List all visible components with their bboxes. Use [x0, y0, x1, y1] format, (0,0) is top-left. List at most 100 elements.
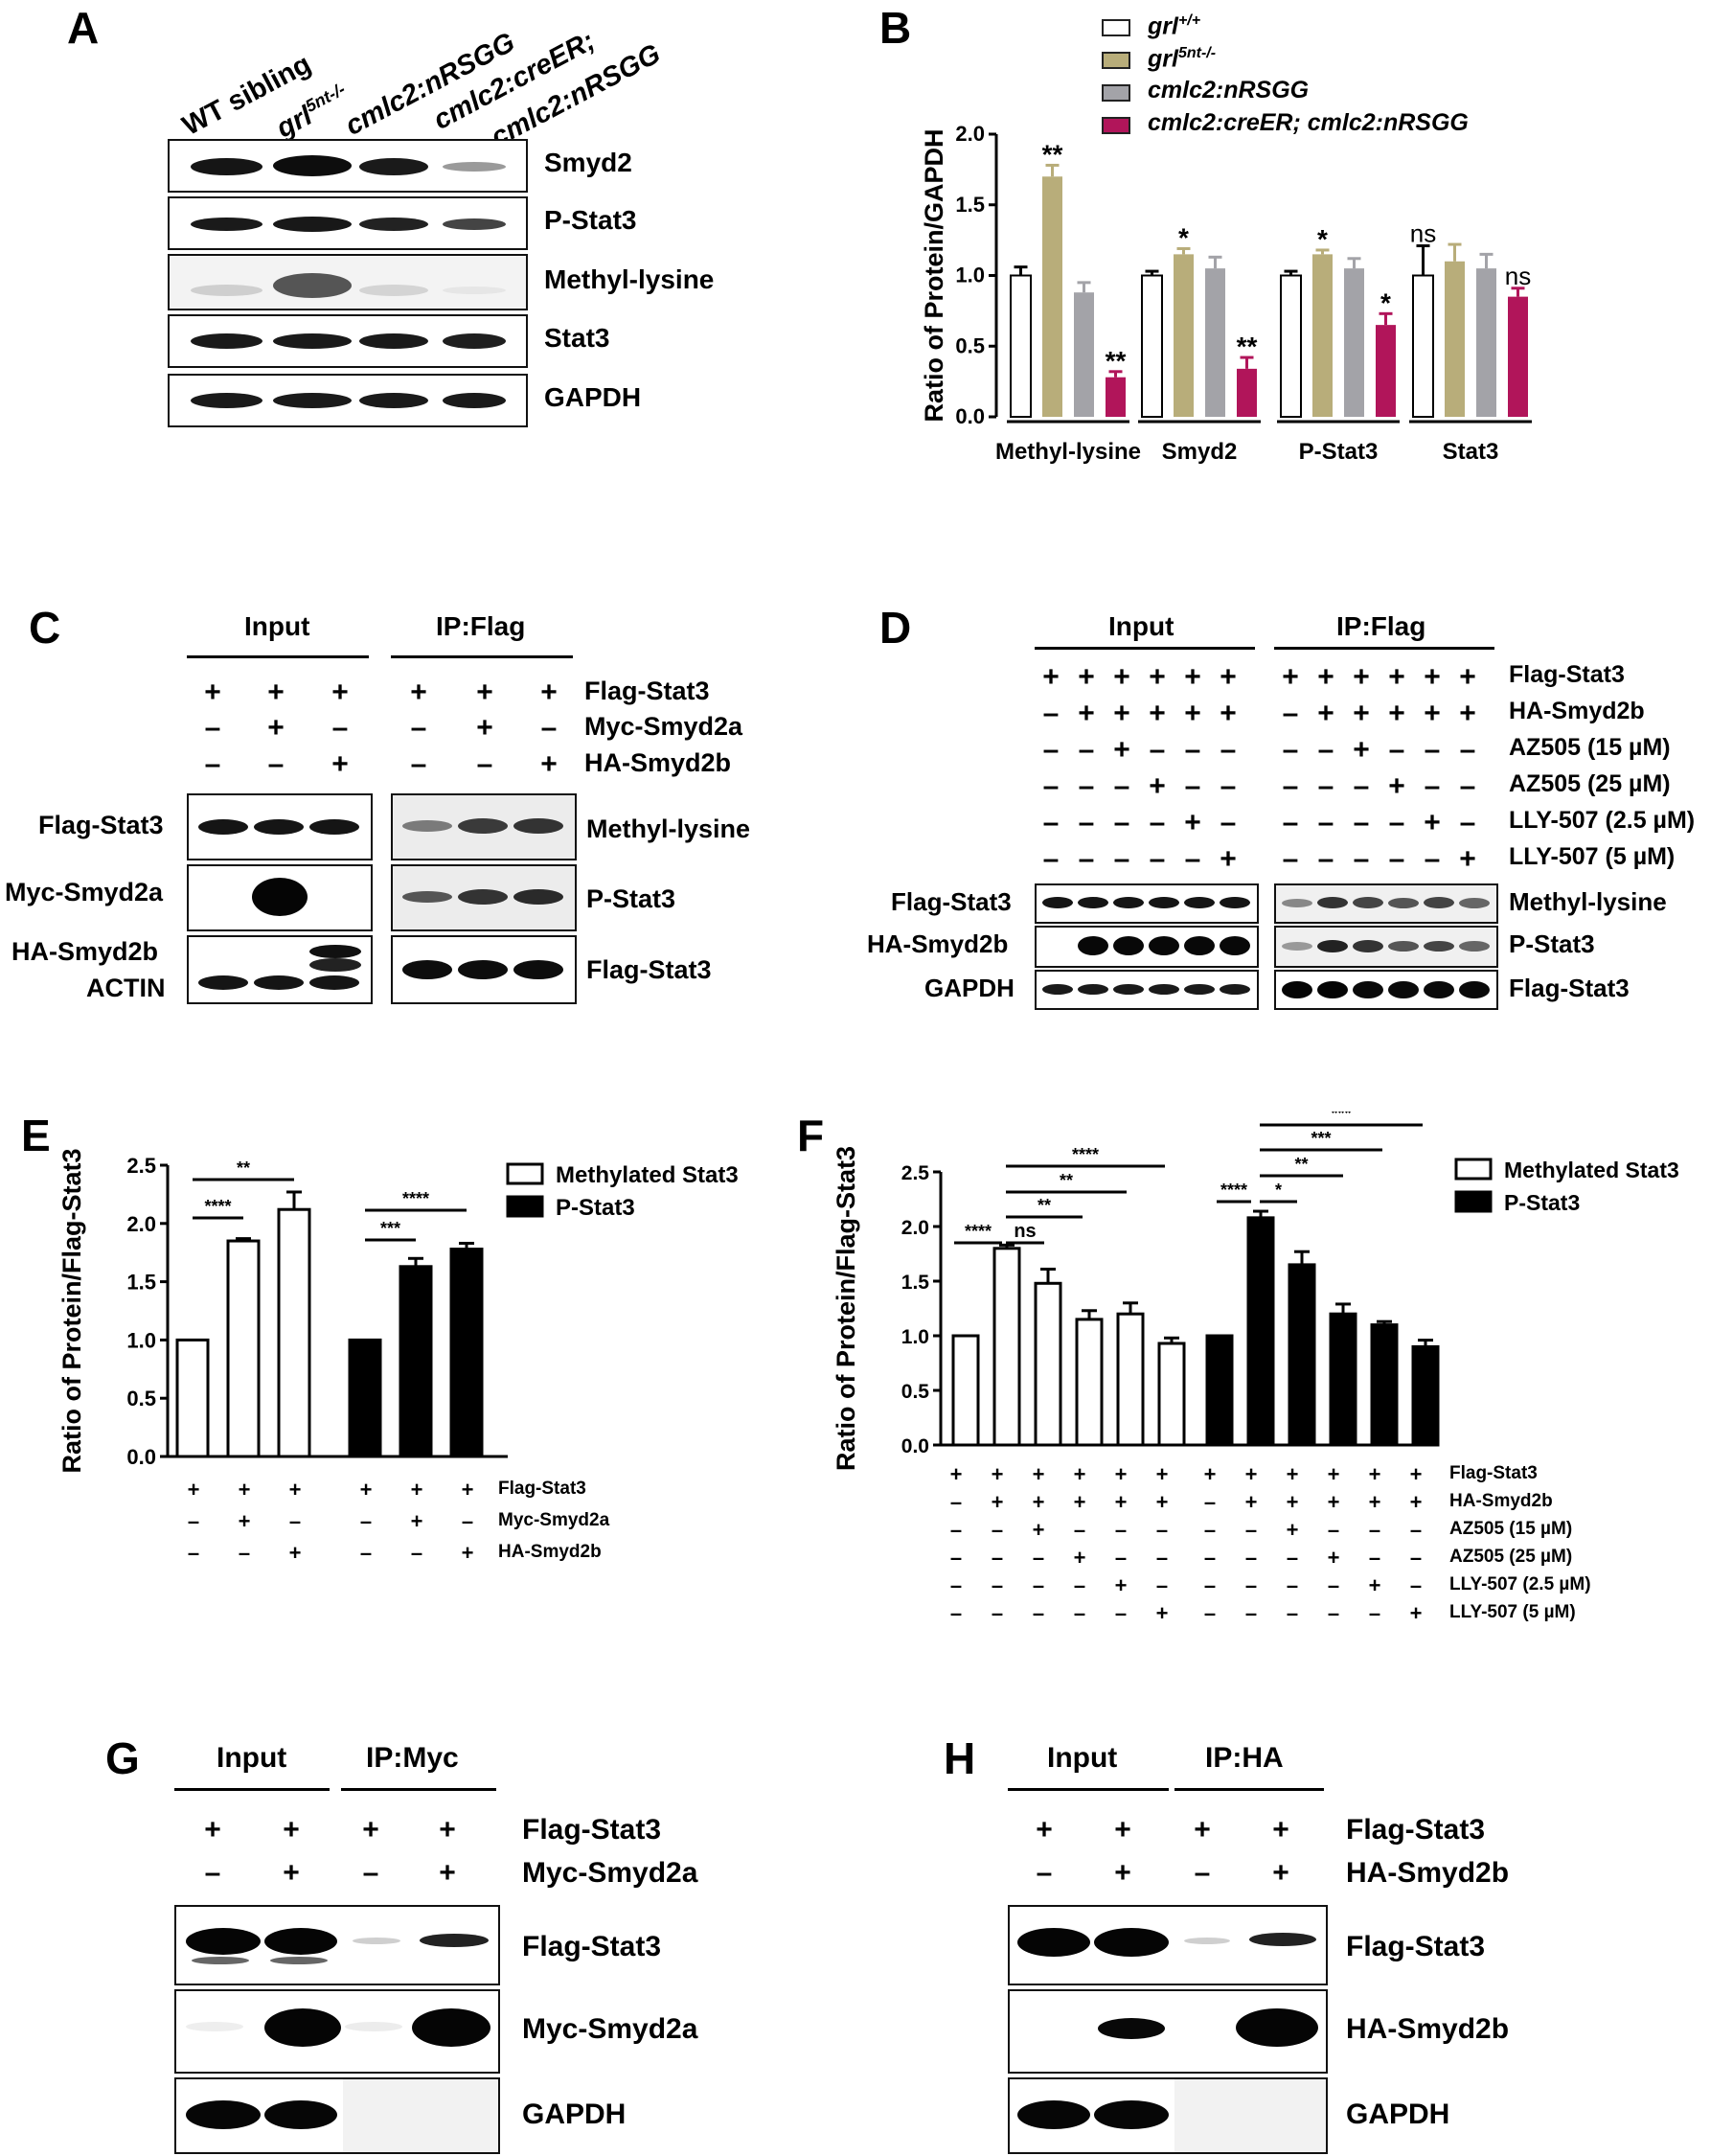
header-ip: IP:HA: [1205, 1742, 1284, 1774]
significance-label: ***: [1311, 1129, 1331, 1148]
sign-mark: –: [1327, 1601, 1340, 1625]
sign-mark: –: [1155, 1573, 1169, 1597]
sign-mark: –: [949, 1601, 963, 1625]
bar: [1157, 1342, 1186, 1447]
bar: [1205, 268, 1225, 417]
sign-mark: –: [1073, 1518, 1086, 1542]
bar: [348, 1338, 382, 1458]
sign-mark: –: [238, 1541, 251, 1565]
panel-label-g: G: [105, 1733, 140, 1783]
condition-label: HA-Smyd2b: [1346, 1857, 1510, 1889]
legend-swatch: [1454, 1190, 1493, 1213]
blot-image: [1008, 1905, 1328, 1985]
y-tick-label: 1.5: [901, 1272, 930, 1294]
panel-label-e: E: [21, 1111, 51, 1160]
blot-label: GAPDH: [924, 974, 1015, 1002]
sign-mark: –: [1114, 1518, 1128, 1542]
sign-mark: +: [1388, 770, 1405, 802]
sign-mark: +: [1353, 661, 1370, 693]
sign-mark: +: [1388, 698, 1405, 729]
sign-mark: +: [540, 748, 558, 780]
blot-label: Methyl-lysine: [544, 264, 715, 294]
sign-mark: –: [1042, 734, 1060, 766]
sign-mark: +: [1286, 1518, 1299, 1542]
sign-mark: +: [1272, 1814, 1289, 1846]
sign-mark: –: [1042, 807, 1060, 838]
sign-mark: –: [1368, 1546, 1381, 1570]
sign-mark: +: [1036, 1814, 1053, 1846]
blot-image: [391, 864, 577, 931]
sign-mark: –: [1244, 1573, 1258, 1597]
sign-mark: –: [1327, 1573, 1340, 1597]
sign-mark: –: [1078, 734, 1095, 766]
sign-mark: –: [461, 1509, 474, 1533]
y-tick-label: 0.5: [126, 1387, 156, 1411]
sign-mark: –: [1220, 734, 1237, 766]
sign-mark: +: [1317, 661, 1334, 693]
bar: [992, 1247, 1021, 1447]
bar: [1116, 1312, 1145, 1447]
blot-label: Flag-Stat3: [38, 811, 164, 839]
sign-mark: –: [1078, 807, 1095, 838]
sign-mark: +: [439, 1814, 456, 1846]
bar: [951, 1334, 980, 1447]
header-line: [1008, 1788, 1169, 1791]
sign-mark: –: [1282, 770, 1299, 802]
sign-mark: +: [288, 1541, 302, 1565]
sign-mark: +: [1194, 1814, 1211, 1846]
sign-mark: +: [1220, 698, 1237, 729]
bar: [1312, 254, 1333, 417]
sign-mark: +: [1114, 1490, 1128, 1514]
sign-mark: –: [1282, 734, 1299, 766]
sign-mark: –: [949, 1518, 963, 1542]
sign-mark: +: [204, 677, 221, 708]
sign-mark: +: [362, 1814, 379, 1846]
condition-label: HA-Smyd2b: [1449, 1491, 1553, 1511]
y-tick-label: 1.0: [126, 1328, 156, 1352]
sign-mark: –: [1459, 734, 1476, 766]
sign-mark: +: [1155, 1462, 1169, 1486]
sign-mark: +: [1042, 661, 1060, 693]
sign-mark: –: [949, 1573, 963, 1597]
sign-mark: –: [1042, 770, 1060, 802]
panel-label-b: B: [879, 3, 912, 53]
sign-mark: +: [1244, 1490, 1258, 1514]
y-tick-label: 0.5: [955, 333, 985, 357]
y-tick-label: 1.5: [126, 1271, 156, 1295]
blot-label: Flag-Stat3: [1346, 1931, 1486, 1962]
sign-mark: –: [1388, 734, 1405, 766]
sign-mark: +: [238, 1509, 251, 1533]
sign-mark: –: [187, 1509, 200, 1533]
sign-mark: –: [1282, 698, 1299, 729]
x-tick-label: Smyd2: [1162, 439, 1238, 465]
blot-label: Myc-Smyd2a: [5, 878, 164, 906]
sign-mark: +: [1149, 698, 1166, 729]
blot-image: [1035, 926, 1259, 968]
bar: [277, 1207, 311, 1458]
significance-label: ****: [1220, 1181, 1247, 1200]
sign-mark: –: [1286, 1546, 1299, 1570]
sign-mark: –: [1317, 843, 1334, 875]
sign-mark: –: [187, 1541, 200, 1565]
legend-swatch: [1102, 19, 1130, 36]
significance-label: **: [1060, 1171, 1073, 1190]
bar: [1376, 325, 1396, 417]
blot-image: [187, 935, 373, 1004]
blot-image: [168, 254, 528, 310]
sign-mark: –: [1286, 1573, 1299, 1597]
blot-label: ACTIN: [86, 974, 166, 1002]
blot-label: HA-Smyd2b: [867, 929, 1009, 958]
blot-label: Methyl-lysine: [1509, 887, 1667, 916]
sign-mark: +: [267, 712, 285, 744]
panel-label-c: C: [29, 603, 61, 653]
x-tick-label: Methyl-lysine: [995, 439, 1141, 465]
significance-label: ***: [380, 1219, 400, 1238]
sign-mark: +: [1327, 1546, 1340, 1570]
sign-mark: –: [1203, 1573, 1217, 1597]
sign-mark: –: [1114, 1546, 1128, 1570]
sign-mark: –: [1368, 1601, 1381, 1625]
legend-label: cmlc2:nRSGG: [1148, 77, 1310, 103]
y-axis-label: Ratio of Protein/Flag-Stat3: [833, 1146, 860, 1471]
significance-label: ****: [1072, 1145, 1099, 1164]
chart-f: 0.0 0.5 1.0 1.5 2.0 2.5 Ratio of Protein/Flag-…: [833, 1112, 1679, 1471]
